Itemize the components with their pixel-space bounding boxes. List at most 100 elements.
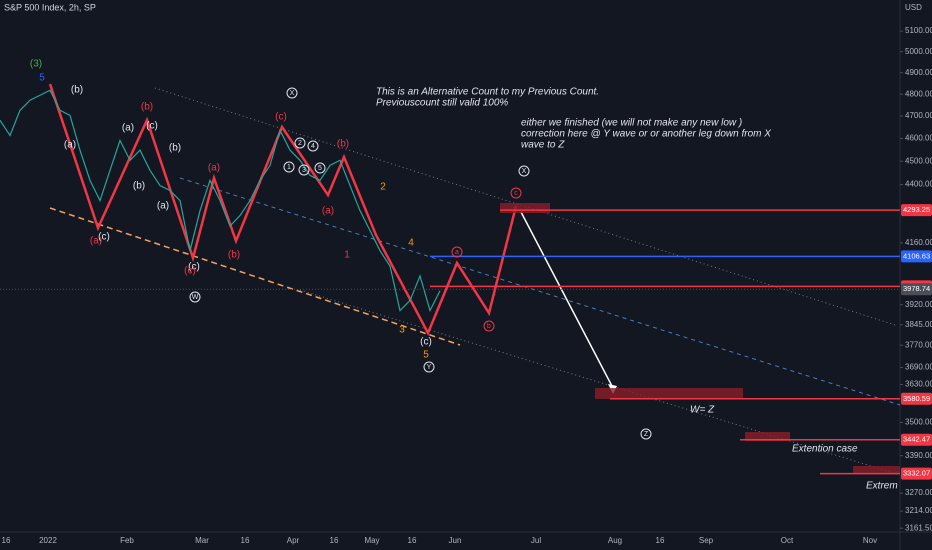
wave-label: 4 <box>408 238 414 249</box>
price-label-box <box>901 467 932 480</box>
y-tick-label: 4400.00 <box>905 180 932 189</box>
x-tick-label: 16 <box>408 536 417 545</box>
label-circle <box>314 162 326 174</box>
wave-label: (3) <box>30 59 42 70</box>
wave-label: (a) <box>90 236 102 247</box>
chart-title: S&P 500 Index, 2h, SP <box>4 2 96 12</box>
label-circle <box>510 187 522 199</box>
note: correction here @ Y wave or or another l… <box>521 129 771 140</box>
drawings <box>48 83 901 476</box>
y-tick-label: 4600.00 <box>905 133 932 142</box>
y-tick-label: 4900.00 <box>905 68 932 77</box>
wave-label: W <box>192 294 199 301</box>
x-tick-label: Oct <box>781 536 794 545</box>
wave-label: 4 <box>311 143 315 150</box>
price-label: 4106.63 <box>903 251 930 260</box>
zone <box>595 388 743 399</box>
y-tick-label: 3770.00 <box>905 340 932 349</box>
channel-line <box>299 289 901 476</box>
wave-label: a <box>455 249 459 256</box>
x-tick-label: Sep <box>699 536 714 545</box>
label-circle <box>423 361 435 373</box>
wave-label: X <box>522 168 527 175</box>
y-tick-label: 4160.00 <box>905 238 932 247</box>
wave-label: 5 <box>39 73 45 84</box>
label-circle <box>518 165 530 177</box>
y-tick-label: 5000.00 <box>905 47 932 56</box>
wave-label: 1 <box>287 164 291 171</box>
label-circle <box>283 161 295 173</box>
currency: USD <box>905 3 922 12</box>
y-tick-label: 3500.00 <box>905 418 932 427</box>
wave-label: 3 <box>399 325 405 336</box>
note: Previouscount still valid 100% <box>376 98 508 109</box>
price-label: 3580.59 <box>903 394 930 403</box>
wave-label: (c) <box>146 121 158 132</box>
y-tick-label: 3630.00 <box>905 380 932 389</box>
x-tick-label: Feb <box>120 536 134 545</box>
wave-label: 2 <box>298 140 302 147</box>
price-label-box <box>901 283 932 296</box>
price-label: 4293.25 <box>903 205 930 214</box>
x-tick-label: Mar <box>195 536 209 545</box>
channel-line <box>179 177 901 406</box>
price-label-box <box>901 392 932 405</box>
price-label: 3978.74 <box>903 284 930 293</box>
x-tick-label: 16 <box>241 536 250 545</box>
y-tick-label: 4700.00 <box>905 111 932 120</box>
y-tick-label: 3690.00 <box>905 363 932 372</box>
note: Extention case <box>792 444 858 455</box>
y-tick-label: 5100.00 <box>905 26 932 35</box>
wave-label: (b) <box>71 85 83 96</box>
note: This is an Alternative Count to my Previ… <box>376 87 599 98</box>
wave-label: (c) <box>188 262 200 273</box>
label-circle <box>298 164 310 176</box>
wave-label: (b) <box>141 102 153 113</box>
wave-label: (c) <box>98 232 110 243</box>
y-tick-label: 3390.00 <box>905 451 932 460</box>
wave-label: (a) <box>208 163 220 174</box>
wave-zigzag <box>48 83 518 336</box>
x-tick-label: Jul <box>531 536 541 545</box>
label-circle <box>640 428 652 440</box>
wave-label: (a) <box>122 123 134 134</box>
y-tick-label: 4800.00 <box>905 89 932 98</box>
y-tick-label: 3214.00 <box>905 506 932 515</box>
price-label: 3332.07 <box>903 469 930 478</box>
wave-label: X <box>290 90 295 97</box>
x-tick-label: May <box>364 536 379 545</box>
note: Extrem <box>866 481 898 492</box>
wave-label: 3 <box>302 167 306 174</box>
zone <box>853 466 900 474</box>
y-tick-label: 3161.50 <box>905 523 932 532</box>
y-tick-label: 3845.00 <box>905 320 932 329</box>
wave-label: (b) <box>133 181 145 192</box>
wave-label: (c) <box>420 337 432 348</box>
x-tick-label: 16 <box>2 536 11 545</box>
price-label: 3442.47 <box>903 435 930 444</box>
wave-label: 2 <box>380 182 386 193</box>
x-tick-label: Apr <box>287 536 300 545</box>
zone <box>745 432 790 441</box>
x-tick-label: Aug <box>608 536 622 545</box>
x-tick-label: 2022 <box>39 536 57 545</box>
wave-label: (a) <box>64 140 76 151</box>
price-line <box>0 89 441 313</box>
label-circle <box>451 246 463 258</box>
label-circle <box>189 291 201 303</box>
wave-label: 5 <box>318 165 322 172</box>
x-tick-label: 16 <box>656 536 665 545</box>
label-circle <box>483 320 495 332</box>
wave-label: (b) <box>228 250 240 261</box>
channel-line <box>49 207 461 346</box>
wave-label: (b) <box>169 143 181 154</box>
wave-label: b <box>487 323 491 330</box>
label-circle <box>286 87 298 99</box>
x-tick-label: Nov <box>863 536 877 545</box>
wave-label: (a) <box>322 206 334 217</box>
y-tick-label: 3920.00 <box>905 300 932 309</box>
wave-label: (b) <box>337 139 349 150</box>
y-tick-label: 4500.00 <box>905 156 932 165</box>
wave-label: 1 <box>344 250 350 261</box>
